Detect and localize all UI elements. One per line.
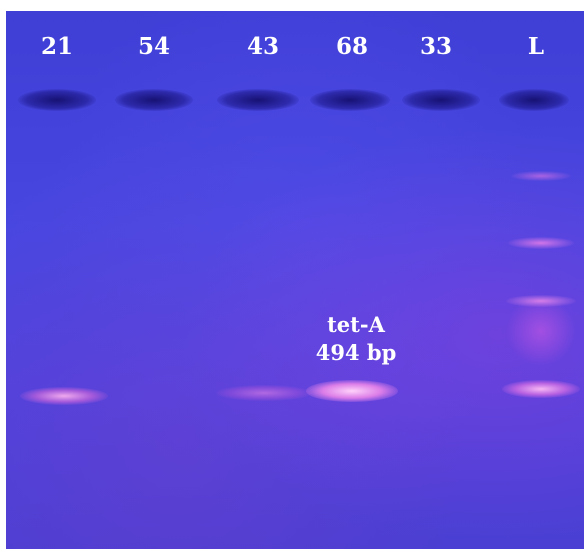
sample-band-lane-21 <box>20 387 108 405</box>
well-lane-68 <box>310 89 390 111</box>
ladder-band <box>506 295 576 307</box>
well-lane-33 <box>402 89 480 111</box>
sample-band-lane-68 <box>306 380 398 402</box>
ladder-band <box>502 380 580 398</box>
lane-label-21: 21 <box>40 33 74 60</box>
sample-band-lane-43 <box>216 385 312 401</box>
lane-label-54: 54 <box>137 33 171 60</box>
lane-label-ladder: L <box>527 33 545 60</box>
ladder-smear <box>506 296 576 366</box>
band-size-label: 494 bp <box>315 340 397 365</box>
band-annotation: tet-A 494 bp <box>316 311 397 367</box>
ladder-band <box>508 237 574 249</box>
well-lane-21 <box>18 89 96 111</box>
lane-label-68: 68 <box>335 33 369 60</box>
well-lane-54 <box>115 89 193 111</box>
well-lane-43 <box>217 89 299 111</box>
lane-label-43: 43 <box>246 33 280 60</box>
gel-image: 21 54 43 68 33 L tet-A 494 bp <box>6 11 584 549</box>
lane-label-33: 33 <box>419 33 453 60</box>
gene-label: tet-A <box>327 312 385 337</box>
well-lane-ladder <box>499 89 569 111</box>
ladder-band <box>511 171 571 181</box>
